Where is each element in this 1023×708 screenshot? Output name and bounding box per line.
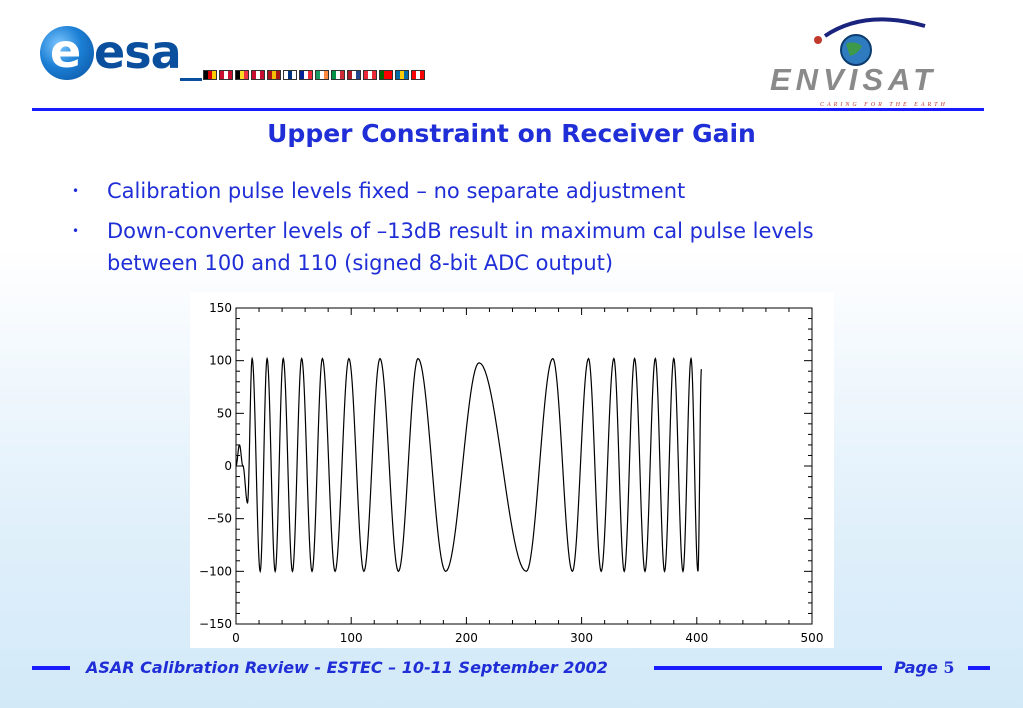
envisat-wordmark: ENVISAT	[770, 62, 938, 97]
y-tick-label: −50	[207, 512, 232, 526]
footer-line-left	[32, 666, 70, 670]
bullet-list: • Calibration pulse levels fixed – no se…	[68, 175, 868, 287]
cal-pulse-waveform	[235, 356, 703, 574]
flag-icon	[363, 70, 377, 80]
plot-frame	[235, 307, 813, 625]
footer-line-middle	[654, 666, 882, 670]
envisat-orbit-icon	[814, 17, 926, 66]
bullet-text: Calibration pulse levels fixed – no sepa…	[107, 179, 686, 203]
cal-pulse-plot: 0 100 200 300 400 500 150 100 50 0 −50 −100 −150	[190, 292, 834, 648]
bullet-text: Down-converter levels of –13dB result in…	[107, 219, 814, 275]
y-tick-label: 150	[209, 301, 232, 315]
x-tick-label: 200	[455, 631, 478, 645]
x-tick-label: 300	[570, 631, 593, 645]
flag-icon	[283, 70, 297, 80]
y-tick-label: −150	[199, 617, 232, 631]
member-flags	[203, 70, 425, 80]
bullet-item: • Calibration pulse levels fixed – no se…	[68, 175, 868, 207]
y-tick-label: 100	[209, 354, 232, 368]
header-rule	[32, 108, 984, 111]
bullet-item: • Down-converter levels of –13dB result …	[68, 215, 868, 279]
flag-icon	[251, 70, 265, 80]
x-tick-label: 500	[801, 631, 824, 645]
x-tick-label: 100	[340, 631, 363, 645]
footer-line-right	[968, 666, 990, 670]
page-indicator: Page 5	[894, 658, 955, 677]
x-tick-label: 400	[685, 631, 708, 645]
flag-icon	[347, 70, 361, 80]
flag-icon	[299, 70, 313, 80]
y-tick-label: 0	[224, 459, 232, 473]
flag-icon	[395, 70, 409, 80]
flag-icon	[411, 70, 425, 80]
flag-icon	[219, 70, 233, 80]
page-label: Page	[894, 658, 938, 677]
esa-underline	[180, 78, 202, 81]
flag-icon	[315, 70, 329, 80]
bullet-dot-icon: •	[72, 184, 80, 198]
envisat-tagline: CARING FOR THE EARTH	[820, 102, 948, 108]
page-number: 5	[943, 658, 955, 677]
esa-globe-icon	[40, 26, 94, 80]
flag-icon	[379, 70, 393, 80]
footer-text: ASAR Calibration Review - ESTEC – 10-11 …	[86, 658, 608, 677]
bullet-dot-icon: •	[72, 224, 80, 238]
slide-title: Upper Constraint on Receiver Gain	[267, 119, 756, 148]
esa-logo: e esa	[40, 24, 430, 86]
flag-icon	[203, 70, 217, 80]
y-tick-label: 50	[217, 406, 232, 420]
envisat-logo: ENVISAT CARING FOR THE EARTH	[770, 14, 990, 109]
y-tick-label: −100	[199, 564, 232, 578]
flag-icon	[331, 70, 345, 80]
esa-e-glyph: e	[50, 24, 82, 78]
x-tick-label: 0	[232, 631, 240, 645]
flag-icon	[235, 70, 249, 80]
flag-icon	[267, 70, 281, 80]
esa-wordmark: esa	[94, 25, 182, 79]
